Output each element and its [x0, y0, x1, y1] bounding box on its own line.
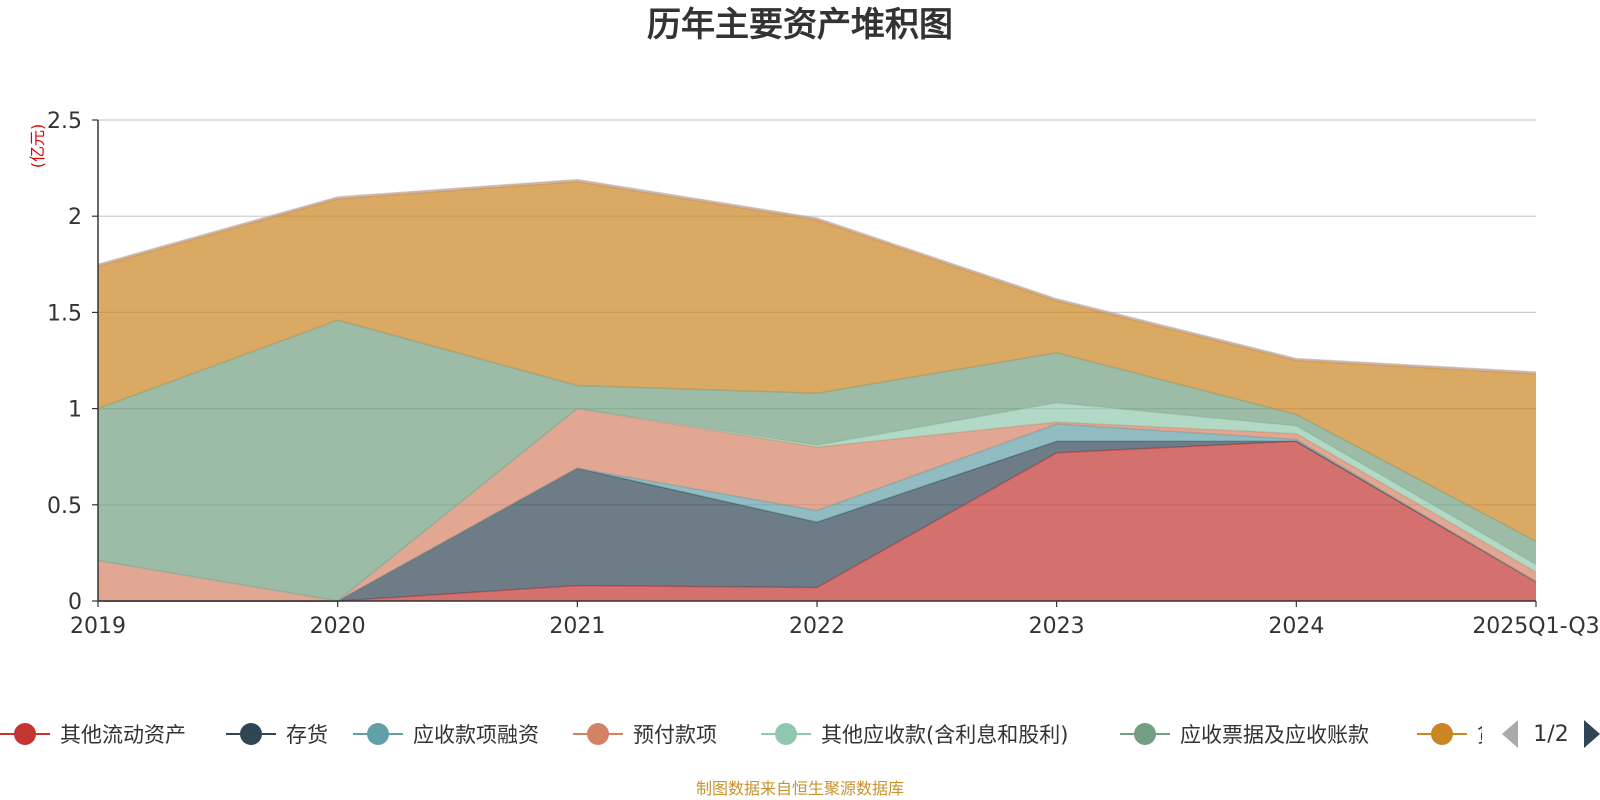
legend-item[interactable]: 预付款项: [573, 723, 717, 747]
chart-title: 历年主要资产堆积图: [647, 5, 953, 45]
legend-marker-icon: [14, 723, 36, 745]
y-tick-label: 2.5: [47, 109, 82, 134]
legend-label: 货币资金: [1477, 723, 1561, 747]
legend-item[interactable]: 存货: [226, 723, 328, 747]
legend-label: 其他应收款(含利息和股利): [821, 723, 1068, 747]
legend-label: 存货: [286, 723, 328, 747]
legend-label: 预付款项: [633, 723, 717, 747]
legend-marker-icon: [367, 723, 389, 745]
y-tick-label: 0: [68, 590, 82, 615]
legend-pager: 1/2: [1502, 720, 1600, 748]
area-series-0[interactable]: [98, 441, 1536, 601]
legend-marker-icon: [587, 723, 609, 745]
y-tick-label: 0.5: [47, 494, 82, 519]
x-tick-label: 2024: [1268, 614, 1324, 639]
area-series-1[interactable]: [98, 441, 1536, 601]
y-tick-label: 2: [68, 205, 82, 230]
legend-page-indicator: 1/2: [1533, 722, 1568, 747]
y-axis-unit: (亿元): [28, 124, 47, 169]
legend-marker-icon: [775, 723, 797, 745]
data-source-note: 制图数据来自恒生聚源数据库: [696, 779, 904, 798]
y-tick-label: 1.5: [47, 301, 82, 326]
legend-label: 其他流动资产: [60, 723, 186, 747]
area-series: [97, 178, 1537, 602]
x-axis-ticks: 2019 2020 2021 2022 2023 2024 2025Q1-Q3: [70, 601, 1600, 639]
legend-marker-icon: [1134, 723, 1156, 745]
legend-item[interactable]: 其他应收款(含利息和股利): [761, 723, 1068, 747]
legend-marker-icon: [1431, 723, 1453, 745]
y-tick-label: 1: [68, 398, 82, 423]
x-tick-label: 2025Q1-Q3: [1472, 614, 1599, 639]
area-series-edge-7: [97, 178, 1537, 373]
y-axis-ticks: 0 0.5 1 1.5 2 2.5: [47, 109, 98, 615]
legend-prev-arrow-icon[interactable]: [1502, 720, 1518, 748]
legend-marker-icon: [240, 723, 262, 745]
legend-next-arrow-icon[interactable]: [1584, 720, 1600, 748]
area-series-3[interactable]: [98, 408, 1536, 601]
legend-label: 应收票据及应收账款: [1180, 723, 1369, 747]
x-tick-label: 2022: [789, 614, 845, 639]
legend-item[interactable]: 货币资金: [1417, 723, 1561, 747]
area-series-2[interactable]: [98, 424, 1536, 601]
legend-label: 应收款项融资: [413, 723, 539, 747]
area-series-6[interactable]: [98, 181, 1536, 542]
x-tick-label: 2023: [1029, 614, 1085, 639]
x-tick-label: 2020: [310, 614, 366, 639]
legend-item[interactable]: 应收票据及应收账款: [1120, 723, 1369, 747]
legend[interactable]: 其他流动资产 存货 应收款项融资 预付款项 其他应收款(含利息和股利) 应收票据及应收账款…: [0, 723, 1561, 747]
legend-item[interactable]: 其他流动资产: [0, 723, 186, 747]
x-tick-label: 2019: [70, 614, 126, 639]
legend-item[interactable]: 应收款项融资: [353, 723, 539, 747]
area-series-5[interactable]: [98, 320, 1536, 601]
x-tick-label: 2021: [549, 614, 605, 639]
